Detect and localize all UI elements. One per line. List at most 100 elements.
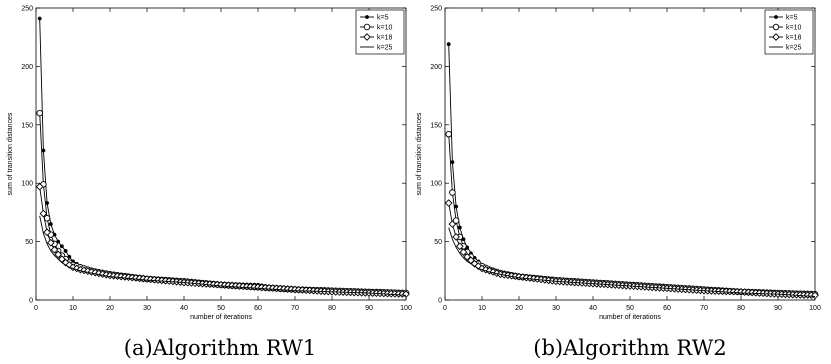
x-tick-label: 10 — [69, 305, 77, 312]
legend: k=5 k=10 k=18 k=25 — [764, 9, 814, 55]
x-tick-label: 20 — [515, 305, 523, 312]
y-tick-label: 50 — [25, 239, 33, 246]
x-tick-label: 80 — [737, 305, 745, 312]
chart-rw2: 0 10 20 30 40 50 60 70 80 90 100 0 50 100 150 200 250 num… — [416, 6, 821, 322]
data-point — [36, 109, 43, 117]
series-k5 — [37, 16, 408, 295]
data-point — [35, 182, 44, 191]
legend-label: k=5 — [786, 15, 798, 22]
y-tick-label: 150 — [21, 122, 33, 129]
data-point — [811, 291, 819, 300]
plot-frame — [444, 7, 816, 301]
data-point — [446, 42, 451, 47]
x-tick-label: 0 — [34, 305, 38, 312]
x-tick-label: 50 — [626, 305, 634, 312]
x-tick-label: 70 — [700, 305, 708, 312]
legend-label: k=25 — [377, 45, 392, 52]
series-line — [39, 186, 407, 295]
data-point — [452, 217, 460, 224]
legend: k=5 k=10 k=18 k=25 — [355, 9, 405, 55]
data-point — [448, 220, 457, 228]
data-point — [48, 222, 53, 226]
x-tick-label: 90 — [774, 305, 782, 312]
series-k10 — [36, 109, 410, 297]
x-tick-label: 0 — [443, 305, 447, 312]
series-line — [39, 18, 407, 294]
x-tick-label: 40 — [589, 305, 597, 312]
y-tick-label: 150 — [430, 122, 442, 129]
data-point — [43, 228, 51, 237]
data-point — [459, 248, 468, 256]
y-tick-label: 200 — [21, 64, 33, 71]
series-line — [448, 44, 816, 295]
x-tick-label: 60 — [254, 305, 262, 312]
y-tick-label: 100 — [430, 181, 442, 188]
x-tick-label: 40 — [180, 305, 188, 312]
y-tick-label: 200 — [430, 64, 442, 71]
y-tick-label: 0 — [29, 298, 33, 305]
legend-label: k=10 — [786, 25, 801, 32]
data-point — [39, 209, 48, 218]
y-tick-label: 250 — [430, 6, 442, 13]
legend-marker — [772, 33, 780, 41]
caption-rw2: (b)Algorithm RW2 — [533, 336, 727, 360]
y-tick-label: 0 — [438, 298, 442, 305]
legend-marker — [365, 15, 369, 19]
data-point — [457, 225, 462, 230]
x-tick-label: 100 — [400, 305, 412, 312]
legend-marker — [772, 23, 780, 31]
data-point — [54, 250, 63, 259]
x-tick-label: 100 — [809, 305, 821, 312]
data-point — [450, 160, 455, 165]
x-axis-label: number of iterations — [599, 314, 661, 321]
caption-rw1: (a)Algorithm RW1 — [123, 336, 317, 360]
y-tick-label: 250 — [21, 6, 33, 13]
series-line — [448, 134, 816, 295]
y-axis-label: sum of transition distances — [7, 112, 14, 195]
x-tick-label: 30 — [552, 305, 560, 312]
data-point — [449, 189, 456, 196]
data-point — [444, 199, 453, 207]
data-point — [452, 233, 460, 241]
x-tick-label: 10 — [478, 305, 486, 312]
y-tick-label: 50 — [434, 239, 442, 246]
legend-label: k=25 — [786, 45, 801, 52]
x-tick-label: 90 — [365, 305, 373, 312]
data-point — [454, 204, 458, 209]
legend-label: k=5 — [377, 15, 389, 22]
data-point — [63, 249, 68, 253]
series-line — [448, 227, 816, 297]
series-line — [448, 202, 816, 296]
data-point — [455, 242, 464, 251]
data-point — [41, 148, 46, 153]
data-point — [445, 130, 452, 138]
data-point — [50, 245, 59, 254]
series-k25 — [39, 215, 407, 296]
y-tick-label: 100 — [21, 181, 33, 188]
series-k25 — [448, 227, 816, 297]
legend-marker — [363, 23, 371, 31]
x-tick-label: 60 — [663, 305, 671, 312]
chart-rw1: 0 10 20 30 40 50 60 70 80 90 100 0 50 100 150 200 250 num… — [7, 6, 412, 322]
data-point — [46, 238, 55, 247]
series-k18 — [35, 182, 410, 298]
data-point — [37, 16, 42, 21]
data-point — [45, 201, 49, 205]
x-tick-label: 30 — [143, 305, 151, 312]
x-axis-label: number of iterations — [190, 314, 252, 321]
data-point — [402, 290, 410, 298]
legend-marker — [774, 15, 778, 19]
x-tick-label: 20 — [106, 305, 114, 312]
x-tick-label: 80 — [328, 305, 336, 312]
data-point — [463, 252, 472, 261]
series-line — [39, 215, 407, 296]
data-point — [60, 244, 64, 249]
plot-frame — [35, 7, 407, 301]
y-axis-label: sum of transition distances — [416, 112, 423, 195]
x-tick-label: 50 — [217, 305, 225, 312]
series-k5 — [446, 42, 817, 297]
legend-label: k=10 — [377, 25, 392, 32]
series-line — [39, 113, 407, 294]
